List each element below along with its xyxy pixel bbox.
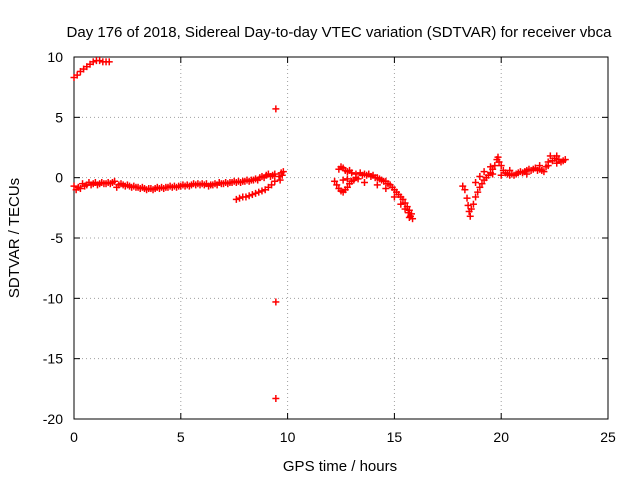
data-point: [275, 172, 283, 180]
data-point: [373, 181, 381, 189]
data-point: [404, 209, 412, 217]
y-tick-label: -10: [43, 290, 63, 306]
y-tick-label: 5: [55, 109, 63, 125]
data-point: [339, 176, 347, 184]
data-point: [523, 170, 531, 178]
data-point: [480, 168, 488, 176]
data-point: [96, 57, 104, 65]
data-point: [248, 191, 256, 199]
data-point: [491, 162, 499, 170]
data-point: [466, 212, 474, 220]
data-point: [272, 394, 280, 402]
data-point: [463, 194, 471, 202]
data-point: [397, 200, 405, 208]
data-point: [382, 185, 390, 193]
data-point: [272, 298, 280, 306]
data-point: [271, 177, 279, 185]
y-tick-label: -20: [43, 411, 63, 427]
data-point: [469, 200, 477, 208]
data-point: [494, 153, 502, 161]
data-point: [278, 171, 286, 179]
axis-ticks: 0 5 10 15 20 25 10 5 0 -5 -10 -15 -20: [43, 49, 616, 445]
x-tick-label: 10: [280, 429, 296, 445]
data-point: [401, 205, 409, 213]
y-tick-label: -15: [43, 351, 63, 367]
data-point: [478, 180, 486, 188]
data-point: [546, 152, 554, 160]
data-point: [540, 168, 548, 176]
y-tick-label: -5: [51, 230, 64, 246]
data-point: [399, 195, 407, 203]
data-point: [472, 178, 480, 186]
data-point: [360, 178, 368, 186]
data-point: [111, 177, 119, 185]
data-point: [459, 182, 467, 190]
x-tick-label: 0: [70, 429, 78, 445]
x-axis-label: GPS time / hours: [283, 458, 397, 475]
data-point: [390, 193, 398, 201]
data-point: [474, 188, 482, 196]
data-point: [268, 181, 276, 189]
data-point: [476, 172, 484, 180]
data-point: [255, 188, 263, 196]
data-points: [70, 57, 569, 402]
y-tick-label: 10: [47, 49, 63, 65]
data-point: [271, 170, 279, 178]
data-point: [232, 195, 240, 203]
x-tick-label: 25: [600, 429, 616, 445]
data-point: [348, 169, 356, 177]
data-point: [561, 156, 569, 164]
grid: [74, 57, 608, 419]
data-point: [536, 162, 544, 170]
data-point: [252, 189, 260, 197]
x-tick-label: 5: [177, 429, 185, 445]
data-point: [506, 166, 514, 174]
data-point: [476, 183, 484, 191]
data-point: [497, 162, 505, 170]
data-point: [73, 71, 81, 79]
data-point: [472, 193, 480, 201]
data-point: [401, 199, 409, 207]
data-point: [405, 213, 413, 221]
data-point: [272, 105, 280, 113]
data-point: [352, 170, 360, 178]
data-point: [354, 175, 362, 183]
data-point: [544, 162, 552, 170]
data-point: [467, 205, 475, 213]
data-point: [343, 175, 351, 183]
chart-title: Day 176 of 2018, Sidereal Day-to-day VTE…: [67, 24, 613, 41]
data-point: [406, 212, 414, 220]
data-point: [464, 201, 472, 209]
data-point: [487, 163, 495, 171]
data-point: [343, 183, 351, 191]
y-axis-label: SDTVAR / TECUs: [6, 178, 23, 298]
data-point: [242, 193, 250, 201]
data-point: [236, 194, 244, 202]
data-point: [553, 152, 561, 160]
data-point: [489, 170, 497, 178]
data-point: [461, 186, 469, 194]
data-point: [279, 168, 287, 176]
data-point: [105, 58, 113, 66]
data-point: [76, 185, 84, 193]
data-point: [331, 177, 339, 185]
data-point: [553, 159, 561, 167]
data-point: [333, 181, 341, 189]
data-point: [276, 176, 284, 184]
y-tick-label: 0: [55, 170, 63, 186]
x-tick-label: 15: [387, 429, 403, 445]
x-tick-label: 20: [493, 429, 509, 445]
data-point: [70, 182, 78, 190]
data-point: [258, 187, 266, 195]
data-point: [89, 58, 97, 66]
data-point: [497, 171, 505, 179]
data-point: [495, 158, 503, 166]
data-point: [245, 192, 253, 200]
